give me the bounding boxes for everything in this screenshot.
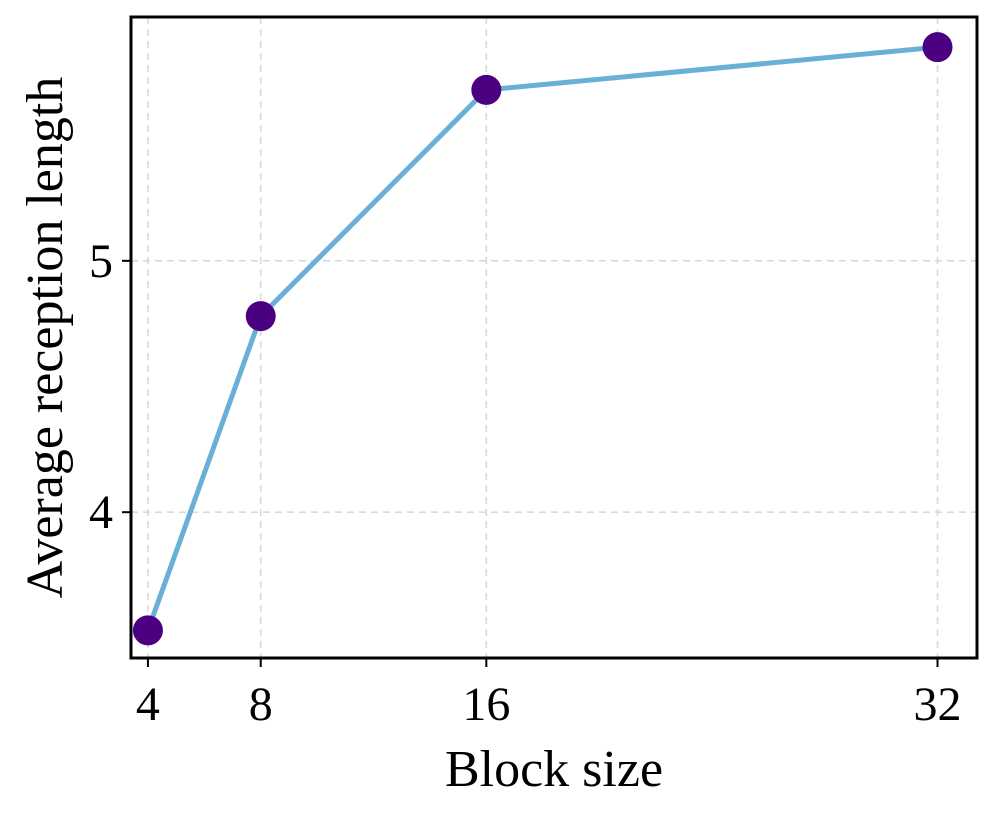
data-point <box>471 74 502 105</box>
x-tick-label: 32 <box>914 678 962 731</box>
x-tick-label: 4 <box>136 678 160 731</box>
plot-frame <box>129 15 979 660</box>
data-point <box>922 32 953 63</box>
x-axis-label: Block size <box>445 741 663 798</box>
y-tick-label: 4 <box>89 486 113 539</box>
grid-layer <box>131 17 977 658</box>
y-tick-label: 5 <box>89 235 113 288</box>
data-point <box>245 301 276 332</box>
series-layer <box>132 32 953 646</box>
ticks-layer: 4 8 16 32 4 5 <box>89 235 962 731</box>
series-line <box>145 44 941 633</box>
x-tick-label: 8 <box>249 678 273 731</box>
x-tick-label: 16 <box>462 678 510 731</box>
data-point <box>132 615 163 646</box>
y-axis-label: Average reception length <box>17 77 74 599</box>
